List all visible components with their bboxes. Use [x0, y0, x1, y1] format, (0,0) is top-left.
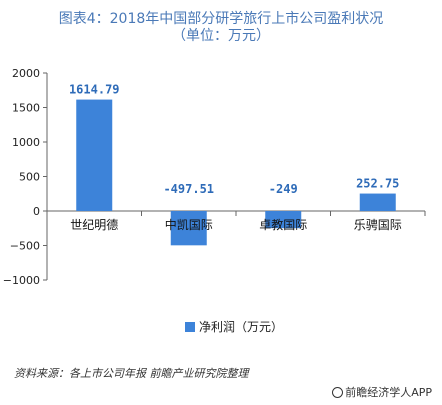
bar: [359, 193, 396, 211]
chart-subtitle: （单位：万元）: [172, 28, 270, 44]
x-tick-label: 卓教国际: [259, 217, 307, 232]
legend-swatch: [185, 322, 195, 332]
bar-chart: 2000 1500 1000 500 0 −500 −1000 1614.79 世纪明德 -497…: [3, 67, 426, 287]
y-tick-label: 500: [19, 171, 40, 184]
x-tick-label: 乐骋国际: [354, 218, 402, 232]
brand-label: 前瞻经济学人APP: [345, 386, 432, 399]
data-label: 252.75: [356, 177, 399, 191]
y-tick-label: −500: [10, 240, 40, 253]
chart-title: 图表4：2018年中国部分研学旅行上市公司盈利状况: [58, 11, 384, 27]
bar: [265, 211, 302, 229]
brand: 前瞻经济学人APP: [332, 384, 432, 400]
x-tick-label: 世纪明德: [70, 217, 118, 232]
legend: 净利润（万元）: [185, 318, 283, 335]
data-label: -497.51: [163, 182, 214, 196]
data-label: 1614.79: [69, 83, 120, 97]
y-tick-label: 2000: [12, 67, 40, 80]
data-label: -249: [269, 182, 298, 196]
bar: [76, 99, 113, 211]
y-tick-label: 0: [33, 205, 40, 218]
y-tick-label: −1000: [3, 274, 40, 287]
bar: [170, 211, 207, 246]
x-tick-label: 中凯国际: [165, 217, 213, 232]
legend-label: 净利润（万元）: [199, 320, 284, 334]
source-note: 资料来源：各上市公司年报 前瞻产业研究院整理: [14, 367, 249, 380]
y-tick-label: 1500: [12, 102, 40, 115]
brand-logo-icon: [332, 387, 344, 398]
y-tick-label: 1000: [12, 136, 40, 149]
